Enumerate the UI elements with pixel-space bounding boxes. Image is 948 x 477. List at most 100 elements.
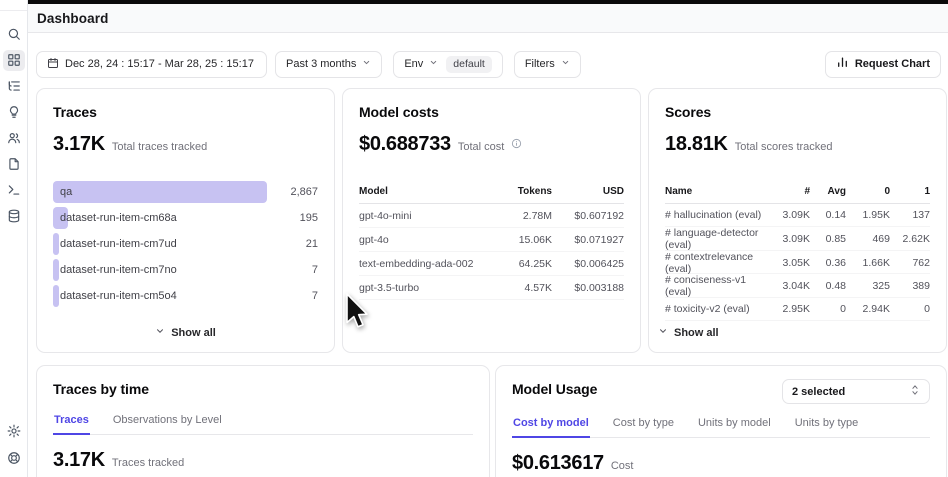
sidebar-item-users[interactable] [3,125,25,151]
page-header: Dashboard [28,4,948,33]
sidebar-item-dashboard[interactable] [2,49,25,71]
trace-name: dataset-run-item-cm7ud [60,238,177,250]
traces-total-metric: 3.17K [53,133,105,155]
trace-bar [53,259,59,281]
table-header: Name # Avg 0 1 [665,180,930,204]
traces-tracked-label: Traces tracked [111,457,185,469]
list-item[interactable]: dataset-run-item-cm68a 195 [53,207,318,229]
tab-cost-by-type[interactable]: Cost by type [612,417,674,429]
trace-name: dataset-run-item-cm68a [60,212,177,224]
models-selected-dropdown[interactable]: 2 selected [782,379,930,404]
chevrons-up-down-icon [910,384,920,399]
trace-bar [53,233,59,255]
page-title: Dashboard [37,10,109,26]
trace-bar [53,207,68,229]
file-icon [7,157,21,171]
traces-card: Traces 3.17K Total traces tracked qa 2,8… [36,88,335,353]
card-title: Model costs [359,104,439,120]
table-row[interactable]: gpt-4o-mini 2.78M $0.607192 [359,204,624,228]
table-row[interactable]: # toxicity-v2 (eval) 2.95K 0 2.94K 0 [665,298,930,321]
list-tree-icon [7,79,21,93]
database-icon [7,209,21,223]
info-icon[interactable] [511,136,522,154]
sidebar-item-search[interactable] [3,21,25,47]
trace-name: dataset-run-item-cm7no [60,264,177,276]
dashboard-grid-icon [7,53,21,67]
date-preset-dropdown[interactable]: Past 3 months [275,50,383,78]
env-filter[interactable]: Env default [393,50,503,78]
model-usage-card: Model Usage 2 selected Cost by model Cos… [495,365,947,477]
trace-count: 7 [311,290,318,302]
tab-cost-by-model[interactable]: Cost by model [512,412,590,438]
traces-by-time-card: Traces by time Traces Observations by Le… [36,365,490,477]
model-costs-table: Model Tokens USD gpt-4o-mini 2.78M $0.60… [359,180,624,300]
list-item[interactable]: dataset-run-item-cm7no 7 [53,259,318,281]
table-row[interactable]: # language-detector (eval) 3.09K 0.85 469 2.… [665,227,930,251]
card-title: Traces [53,104,97,120]
trace-name: qa [60,186,73,198]
card-title: Traces by time [53,381,149,397]
traces-bar-list: qa 2,867 dataset-run-item-cm68a 195 data… [53,181,318,307]
usage-cost-metric: $0.613617 [512,452,604,474]
sidebar-nav [0,0,28,477]
sidebar-item-datasets[interactable] [3,203,25,229]
card-title: Model Usage [512,381,598,397]
sidebar-item-settings[interactable] [3,417,25,444]
table-row[interactable]: # contextrelevance (eval) 3.05K 0.36 1.66K 7… [665,250,930,275]
tab-traces[interactable]: Traces [53,409,90,435]
top-accent-strip [28,0,948,4]
trace-bar [53,181,268,203]
sidebar-item-playground[interactable] [3,177,25,203]
table-header: Model Tokens USD [359,180,624,204]
show-all-button[interactable]: Show all [649,326,719,339]
table-row[interactable]: gpt-4o 15.06K $0.071927 [359,228,624,252]
card-title: Scores [665,104,712,120]
col-usd: USD [602,186,624,197]
filter-toolbar: Dec 28, 24 : 15:17 - Mar 28, 25 : 15:17 … [36,50,941,78]
filters-label: Filters [524,58,555,70]
request-chart-button[interactable]: Request Chart [824,50,941,78]
trace-count: 7 [311,264,318,276]
users-icon [7,131,21,145]
table-row[interactable]: # conciseness-v1 (eval) 3.04K 0.48 325 389 [665,274,930,298]
sidebar-item-evaluation[interactable] [3,99,25,125]
total-cost-metric: $0.688733 [359,133,451,155]
table-row[interactable]: gpt-3.5-turbo 4.57K $0.003188 [359,276,624,300]
date-range-value: Dec 28, 24 : 15:17 - Mar 28, 25 : 15:17 [65,58,254,70]
date-range-picker[interactable]: Dec 28, 24 : 15:17 - Mar 28, 25 : 15:17 [36,50,267,78]
trace-count: 2,867 [290,186,318,198]
trace-count: 195 [299,212,318,224]
lifebuoy-icon [7,451,21,465]
total-cost-label: Total cost [457,141,505,153]
chevron-down-icon [362,58,371,70]
table-row[interactable]: text-embedding-ada-002 64.25K $0.006425 [359,252,624,276]
sidebar-item-support[interactable] [3,444,25,471]
tab-units-by-model[interactable]: Units by model [697,417,771,429]
env-label: Env [404,58,424,70]
col-tokens: Tokens [517,186,552,197]
scores-table: Name # Avg 0 1 # hallucination (eval) 3.0… [665,180,930,321]
bar-chart-icon [836,56,849,72]
sidebar-item-prompts[interactable] [3,151,25,177]
sidebar-item-tracing[interactable] [3,73,25,99]
tab-units-by-type[interactable]: Units by type [794,417,859,429]
lightbulb-icon [7,105,21,119]
scores-total-metric: 18.81K [665,133,728,155]
selected-count: 2 selected [792,385,846,398]
table-row[interactable]: # hallucination (eval) 3.09K 0.14 1.95K 137 [665,204,930,227]
settings-gear-icon [7,424,21,438]
traces-by-time-tabs: Traces Observations by Level [53,409,473,435]
model-costs-card: Model costs $0.688733 Total cost Model T… [342,88,641,353]
filters-dropdown[interactable]: Filters [513,50,581,78]
list-item[interactable]: qa 2,867 [53,181,318,203]
sidebar-divider [0,10,27,11]
chevron-down-icon [429,58,438,70]
tab-observations-by-level[interactable]: Observations by Level [112,414,222,426]
list-item[interactable]: dataset-run-item-cm5o4 7 [53,285,318,307]
show-all-button[interactable]: Show all [37,326,334,339]
request-chart-label: Request Chart [854,58,930,70]
chevron-down-icon [561,58,570,70]
list-item[interactable]: dataset-run-item-cm7ud 21 [53,233,318,255]
trace-count: 21 [305,238,318,250]
